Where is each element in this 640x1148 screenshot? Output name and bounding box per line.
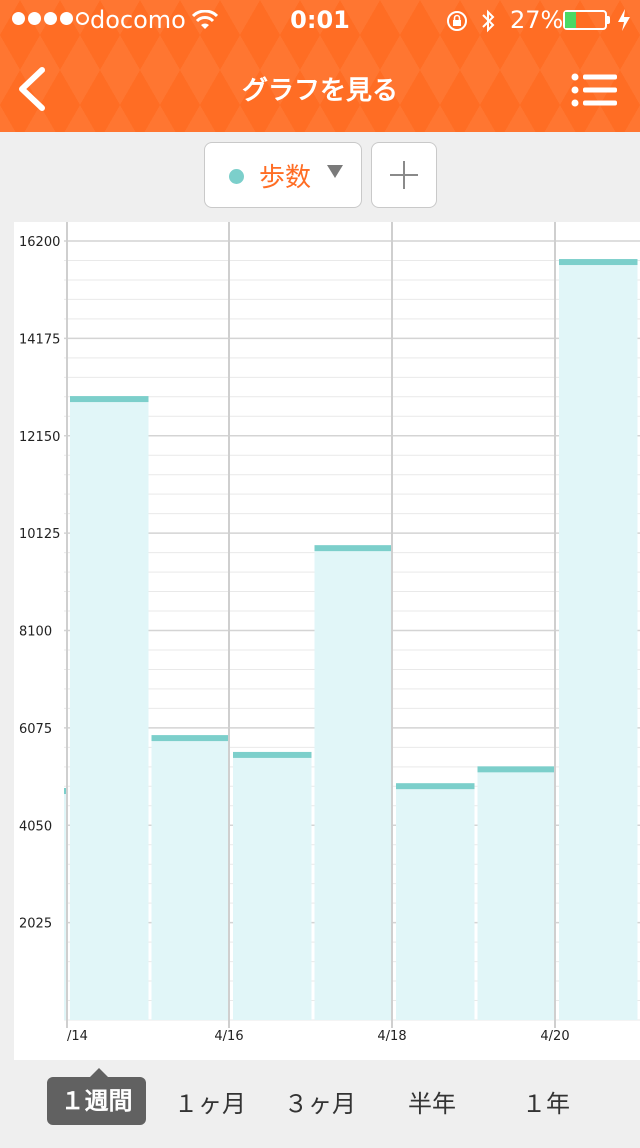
- battery-percent: 27%: [510, 6, 564, 34]
- y-tick-label: 12150: [19, 430, 60, 445]
- bar-cap: [559, 259, 638, 266]
- tab-1-month[interactable]: １ヶ月: [174, 1090, 246, 1118]
- charging-bolt-icon: [617, 9, 631, 35]
- bar-cap: [233, 751, 312, 758]
- bar: [396, 789, 475, 1020]
- bar-cap: [70, 396, 149, 403]
- bar: [477, 772, 556, 1020]
- carrier-label: docomo: [90, 6, 186, 34]
- x-tick-label: /14: [67, 1029, 88, 1044]
- x-tick-label: 4/18: [377, 1029, 406, 1044]
- y-tick-label: 14175: [19, 332, 60, 347]
- steps-chart: 2025 4050 6075 8100 10125 12150 14175 16200/14 4…: [14, 222, 640, 1060]
- status-bar: docomo 0:01 27%: [0, 0, 640, 40]
- app-header: docomo 0:01 27%: [0, 0, 640, 132]
- bar-cap: [396, 783, 475, 790]
- y-tick-label: 4050: [19, 819, 52, 834]
- tab-1-week[interactable]: １週間: [47, 1077, 146, 1125]
- list-menu-icon: [571, 73, 617, 107]
- metric-selector-bar: 歩数: [0, 132, 640, 222]
- bar-cap: [151, 735, 230, 742]
- battery-tip: [607, 16, 610, 24]
- metric-dropdown[interactable]: 歩数: [204, 142, 362, 208]
- page-title: グラフを見る: [241, 76, 398, 106]
- add-metric-button[interactable]: [371, 142, 437, 208]
- caret-down-icon: [327, 165, 343, 178]
- bluetooth-icon: [480, 8, 496, 38]
- signal-strength-icon: [12, 12, 89, 25]
- bar: [314, 551, 393, 1020]
- metric-label: 歩数: [259, 163, 312, 193]
- bar-cap: [64, 787, 67, 794]
- x-tick-label: 4/20: [540, 1029, 569, 1044]
- back-button[interactable]: [14, 66, 54, 112]
- y-tick-label: 8100: [19, 625, 52, 640]
- menu-button[interactable]: [570, 72, 620, 108]
- period-tabs: １週間 １ヶ月 ３ヶ月 半年 １年: [0, 1060, 640, 1136]
- chevron-left-icon: [19, 67, 45, 111]
- plus-icon-vertical: [403, 161, 405, 189]
- bar-cap: [314, 545, 393, 552]
- tab-half-year[interactable]: 半年: [408, 1090, 456, 1118]
- y-tick-label: 6075: [19, 722, 52, 737]
- bar: [70, 402, 149, 1021]
- metric-color-dot: [229, 169, 244, 184]
- bar: [64, 793, 67, 1020]
- y-tick-label: 16200: [19, 235, 60, 250]
- bar: [233, 757, 312, 1020]
- clock: 0:01: [290, 6, 350, 34]
- chart-svg: 2025 4050 6075 8100 10125 12150 14175 16200/14 4…: [19, 222, 640, 1044]
- tab-1-year[interactable]: １年: [522, 1090, 570, 1118]
- battery-icon: [563, 10, 607, 30]
- bar: [559, 265, 638, 1020]
- tab-3-months[interactable]: ３ヶ月: [284, 1090, 356, 1118]
- x-tick-label: 4/16: [214, 1029, 243, 1044]
- y-tick-label: 10125: [19, 527, 60, 542]
- wifi-icon: [191, 9, 219, 34]
- y-tick-label: 2025: [19, 917, 52, 932]
- rotation-lock-icon: [445, 9, 469, 37]
- bar: [151, 741, 230, 1020]
- active-tab-pointer: [89, 1068, 109, 1078]
- bar-cap: [477, 766, 556, 773]
